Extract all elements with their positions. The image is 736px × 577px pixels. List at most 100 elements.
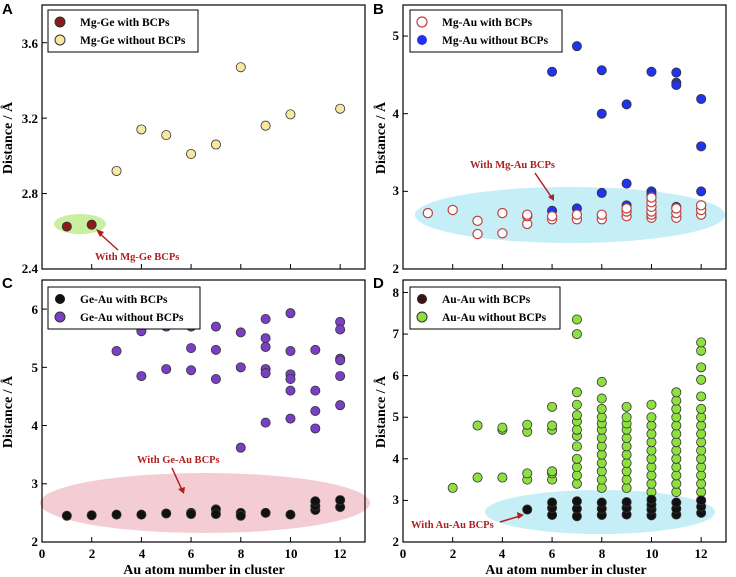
legend-marker-c-1 [54, 311, 66, 323]
point-b-s1-7 [621, 99, 632, 110]
legend-marker-d-1 [416, 311, 428, 323]
point-d-s1-12 [547, 466, 558, 477]
point-b-s1-15 [671, 79, 682, 90]
point-d-s0-3 [547, 497, 558, 508]
point-a-s1-1 [136, 124, 147, 135]
x-tick-label-d-6: 12 [695, 546, 708, 561]
point-c-s1-0 [111, 346, 122, 357]
point-d-s1-7 [522, 468, 533, 479]
point-d-s0-12 [621, 497, 632, 508]
point-b-s1-8 [621, 178, 632, 189]
y-tick-label-c-4: 6 [32, 302, 39, 317]
point-c-s1-13 [235, 442, 246, 453]
point-d-s1-70 [671, 437, 682, 448]
point-c-s1-20 [285, 308, 296, 319]
point-d-s1-16 [571, 478, 582, 489]
legend-label-d-1: Au-Au without BCPs [442, 312, 547, 324]
point-d-s1-72 [671, 420, 682, 431]
point-d-s1-42 [621, 482, 632, 493]
point-a-s0-0 [61, 221, 72, 232]
y-tick-label-b-3: 5 [393, 28, 400, 43]
y-tick-label-d-5: 7 [393, 326, 400, 341]
point-d-s1-89 [696, 391, 707, 402]
point-d-s1-3 [497, 472, 508, 483]
point-a-s1-5 [235, 62, 246, 73]
annotation-arrow-b [534, 172, 553, 199]
point-b-s0-14 [596, 209, 607, 220]
point-d-s1-71 [671, 428, 682, 439]
point-d-s1-5 [497, 422, 508, 433]
annotation-text-a: With Mg-Ge BCPs [95, 252, 179, 263]
point-d-s1-51 [621, 412, 632, 423]
ticks-a [41, 42, 341, 270]
y-axis-title-a: Distance / Å [0, 101, 16, 174]
point-d-s0-0 [522, 504, 533, 515]
y-tick-label-c-0: 2 [32, 534, 39, 549]
point-c-s1-14 [260, 314, 271, 325]
point-b-s1-13 [671, 67, 682, 78]
y-tick-label-a-3: 3.6 [22, 36, 39, 51]
scatter-points-a [61, 62, 346, 232]
point-d-s1-68 [671, 453, 682, 464]
point-c-s1-2 [136, 371, 147, 382]
point-b-s0-12 [571, 209, 583, 220]
point-c-s0-0 [61, 510, 72, 521]
point-d-s1-92 [696, 345, 707, 356]
panel-c: C 2 3 4 5 6 0 2 4 6 8 10 12 Au atom numb… [0, 275, 370, 577]
point-d-s1-46 [621, 449, 632, 460]
point-b-s0-23 [646, 192, 657, 203]
point-d-s1-86 [696, 420, 707, 431]
point-b-s0-5 [497, 207, 508, 219]
point-c-s1-29 [310, 423, 321, 434]
panel-letter-c: C [2, 275, 13, 292]
point-c-s1-33 [335, 355, 346, 366]
point-d-s0-22 [696, 495, 707, 506]
point-c-s1-16 [260, 341, 271, 352]
legend-c: Ge-Au with BCPs Ge-Au without BCPs [47, 286, 201, 330]
point-d-s1-79 [696, 478, 707, 489]
point-b-s0-1 [447, 204, 458, 216]
point-c-s1-31 [335, 324, 346, 335]
point-d-s1-74 [671, 403, 682, 414]
y-tick-label-b-1: 3 [393, 183, 400, 198]
point-d-s1-14 [547, 420, 558, 431]
x-tick-label-c-6: 12 [334, 546, 347, 561]
point-d-s0-16 [646, 494, 657, 505]
y-tick-label-d-3: 5 [393, 409, 400, 424]
panel-b: B 2 3 4 5 Distance / Å Mg-Au with BCPs M… [373, 1, 727, 276]
point-c-s1-12 [235, 362, 246, 373]
point-c-s1-15 [260, 333, 271, 344]
y-tick-label-d-2: 4 [393, 451, 400, 466]
point-d-s1-80 [696, 470, 707, 481]
point-d-s1-84 [696, 437, 707, 448]
annotation-arrow-d [499, 515, 521, 523]
x-tick-label-c-0: 0 [39, 546, 46, 561]
legend-label-c-0: Ge-Au with BCPs [80, 294, 168, 306]
point-b-s1-4 [596, 65, 607, 76]
point-c-s0-17 [335, 495, 346, 506]
x-tick-label-d-4: 8 [599, 546, 606, 561]
annotation-arrowhead-c [178, 487, 185, 494]
ticks-b [402, 35, 702, 270]
point-c-s1-11 [235, 327, 246, 338]
point-c-s0-8 [210, 509, 221, 520]
legend-box-c [47, 286, 201, 330]
plot-frame-c [41, 279, 366, 543]
panel-a: A 2.4 2.8 3.2 3.6 Distance / Å Mg-Ge wit… [0, 1, 366, 276]
point-c-s1-6 [186, 343, 197, 354]
point-d-s1-83 [696, 445, 707, 456]
x-tick-label-d-2: 4 [499, 546, 506, 561]
point-d-s1-82 [696, 453, 707, 464]
point-d-s1-73 [671, 412, 682, 423]
annotation-text-b: With Mg-Au BCPs [470, 160, 555, 171]
y-tick-label-c-2: 4 [32, 418, 39, 433]
point-d-s1-43 [621, 474, 632, 485]
point-a-s1-7 [285, 109, 296, 120]
point-d-s1-40 [596, 393, 607, 404]
point-c-s0-11 [260, 507, 271, 518]
point-d-s1-52 [621, 401, 632, 412]
y-axis-title-d: Distance / Å [373, 375, 389, 448]
y-tick-label-b-0: 2 [393, 261, 400, 276]
point-d-s1-47 [621, 441, 632, 452]
y-tick-label-d-4: 6 [393, 368, 400, 383]
